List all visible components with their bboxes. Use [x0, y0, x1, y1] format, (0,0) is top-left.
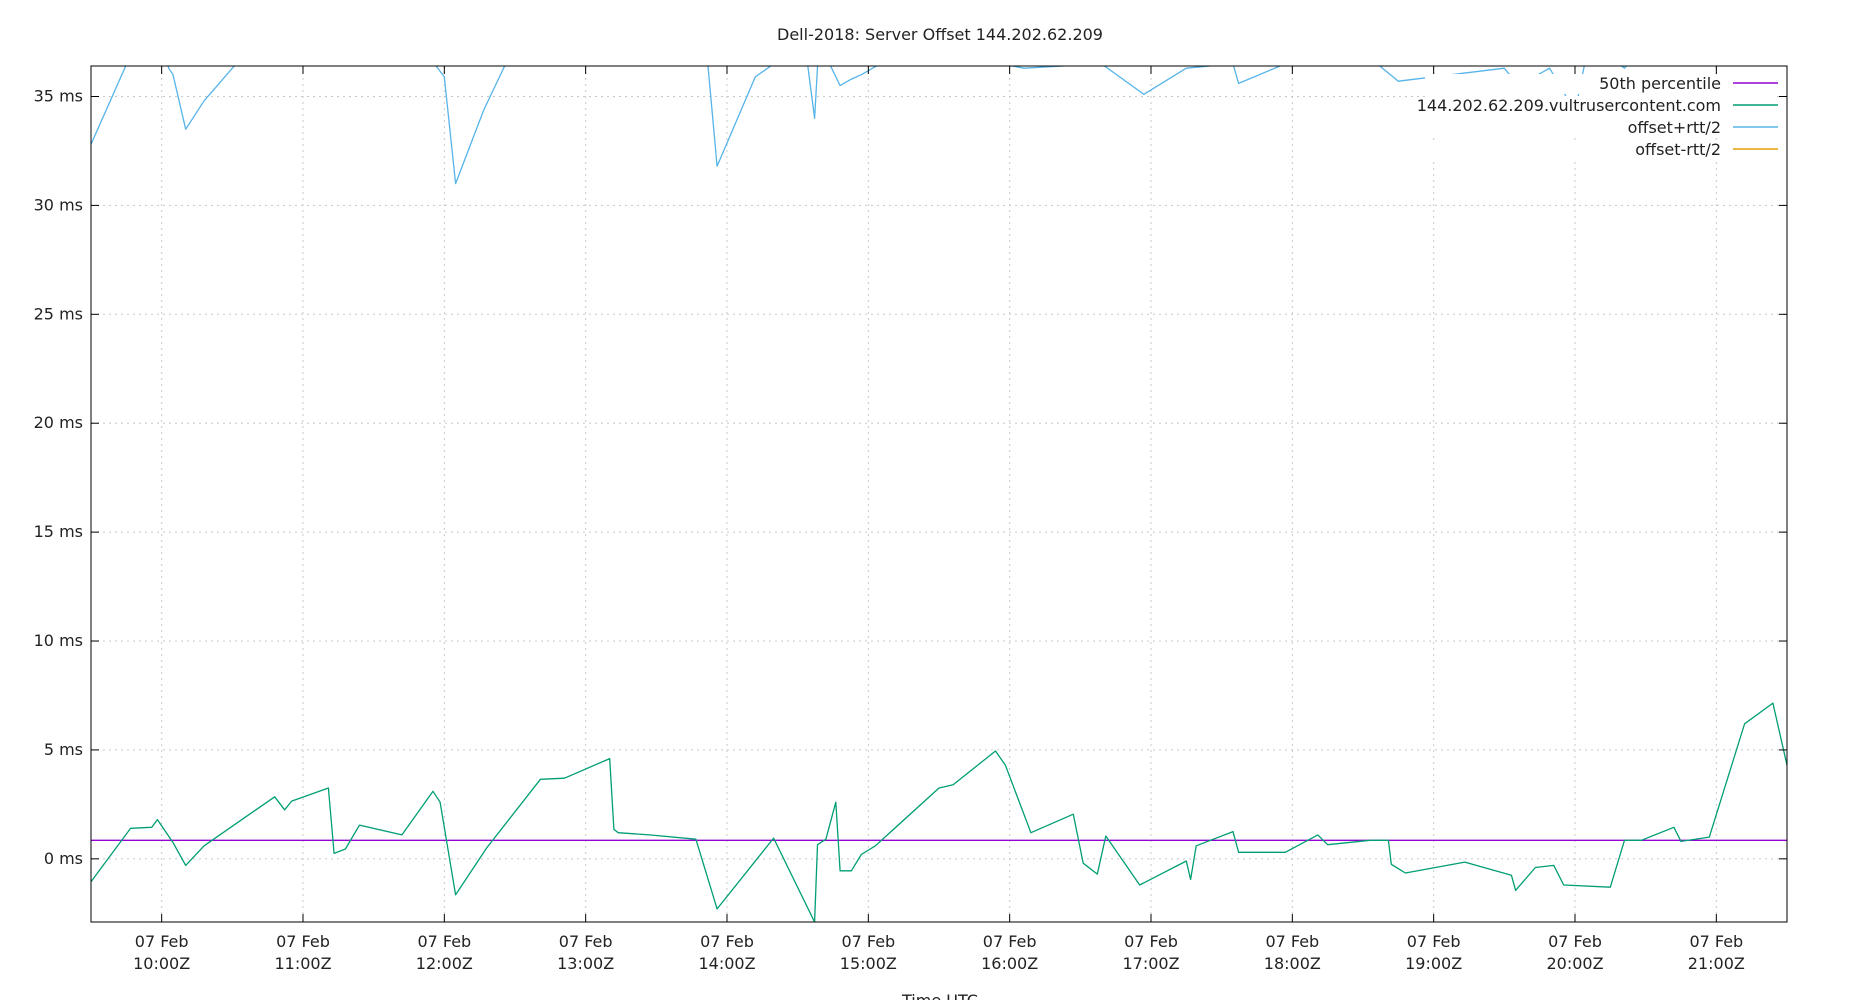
y-tick-label: 5 ms: [44, 740, 83, 759]
y-tick-label: 20 ms: [34, 413, 83, 432]
x-tick-date: 07 Feb: [1689, 932, 1743, 951]
y-tick-label: 15 ms: [34, 522, 83, 541]
x-tick-label: 07 Feb 21:00Z: [1688, 932, 1745, 973]
x-tick-label: 07 Feb 19:00Z: [1405, 932, 1462, 973]
x-tick-date: 07 Feb: [1124, 932, 1178, 951]
legend-label: offset-rtt/2: [1635, 140, 1721, 159]
x-tick-date: 07 Feb: [559, 932, 613, 951]
y-tick-label: 35 ms: [34, 86, 83, 105]
y-axis: 0 ms 5 ms 10 ms 15 ms 20 ms 25 ms 30 ms 35 ms: [34, 86, 1787, 868]
y-tick-label: 25 ms: [34, 304, 83, 323]
legend-label: 144.202.62.209.vultrusercontent.com: [1417, 96, 1721, 115]
x-tick-date: 07 Feb: [135, 932, 189, 951]
legend: 50th percentile 144.202.62.209.vultruserc…: [1417, 74, 1778, 160]
x-tick-label: 07 Feb 20:00Z: [1546, 932, 1603, 973]
legend-label: offset+rtt/2: [1628, 118, 1721, 137]
x-tick-date: 07 Feb: [276, 932, 330, 951]
x-tick-time: 12:00Z: [416, 954, 473, 973]
x-tick-time: 10:00Z: [133, 954, 190, 973]
x-tick-time: 17:00Z: [1122, 954, 1179, 973]
y-tick-label: 10 ms: [34, 631, 83, 650]
x-tick-date: 07 Feb: [983, 932, 1037, 951]
x-tick-time: 20:00Z: [1546, 954, 1603, 973]
x-tick-label: 07 Feb 14:00Z: [698, 932, 755, 973]
x-tick-label: 07 Feb 10:00Z: [133, 932, 190, 973]
x-tick-time: 13:00Z: [557, 954, 614, 973]
legend-label: 50th percentile: [1599, 74, 1721, 93]
x-tick-time: 11:00Z: [274, 954, 331, 973]
x-tick-label: 07 Feb 16:00Z: [981, 932, 1038, 973]
x-tick-label: 07 Feb 13:00Z: [557, 932, 614, 973]
legend-bg: [1425, 74, 1777, 94]
x-tick-label: 07 Feb 18:00Z: [1264, 932, 1321, 973]
x-tick-date: 07 Feb: [700, 932, 754, 951]
plot-frame: [90, 65, 1788, 923]
x-tick-date: 07 Feb: [841, 932, 895, 951]
series-line-1: [91, 702, 1787, 922]
x-tick-label: 07 Feb 12:00Z: [416, 932, 473, 973]
x-tick-time: 14:00Z: [698, 954, 755, 973]
x-tick-time: 19:00Z: [1405, 954, 1462, 973]
x-tick-time: 21:00Z: [1688, 954, 1745, 973]
legend-bg: [1425, 96, 1777, 116]
x-axis-label: Time UTC: [901, 991, 978, 1000]
x-tick-date: 07 Feb: [417, 932, 471, 951]
x-tick-date: 07 Feb: [1265, 932, 1319, 951]
x-tick-time: 18:00Z: [1264, 954, 1321, 973]
grid: [91, 66, 1787, 922]
x-tick-label: 07 Feb 15:00Z: [840, 932, 897, 973]
chart-title: Dell-2018: Server Offset 144.202.62.209: [777, 25, 1103, 44]
x-tick-time: 15:00Z: [840, 954, 897, 973]
y-tick-label: 0 ms: [44, 849, 83, 868]
y-tick-label: 30 ms: [34, 195, 83, 214]
legend-bg: [1425, 118, 1777, 138]
x-tick-date: 07 Feb: [1407, 932, 1461, 951]
x-tick-time: 16:00Z: [981, 954, 1038, 973]
legend-bg: [1425, 140, 1777, 160]
x-tick-label: 07 Feb 11:00Z: [274, 932, 331, 973]
x-tick-label: 07 Feb 17:00Z: [1122, 932, 1179, 973]
x-tick-date: 07 Feb: [1548, 932, 1602, 951]
